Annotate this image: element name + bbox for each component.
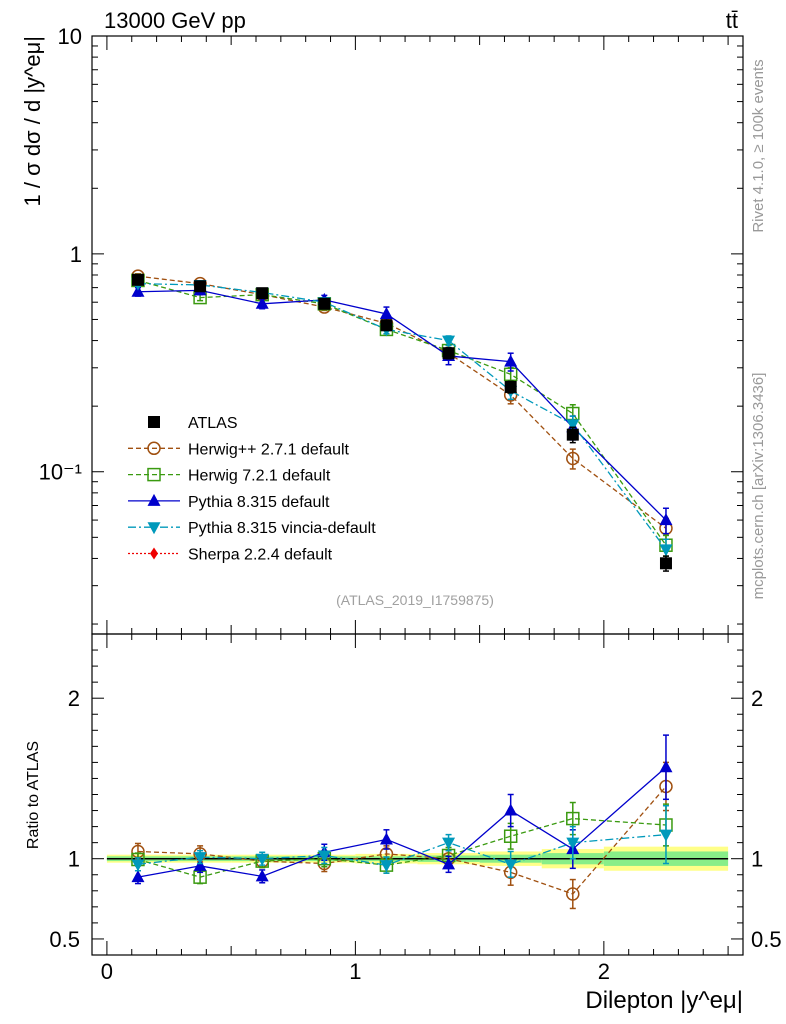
- main-data-point: [442, 335, 456, 348]
- ratio-data-point: [131, 859, 145, 872]
- main-y-tick-label: 1: [70, 242, 82, 267]
- main-data-point: [379, 306, 393, 319]
- main-data-point: [659, 513, 673, 526]
- ratio-y-tick-label-right: 1: [751, 847, 763, 872]
- main-data-point: [256, 287, 269, 300]
- legend-entry-label: Sherpa 2.2.4 default: [188, 547, 333, 564]
- process-label: tt̄: [726, 8, 738, 33]
- ratio-series-pythia-8-315-vincia-default: [131, 804, 673, 878]
- ratio-data-point: [379, 832, 393, 845]
- legend-marker: [147, 467, 161, 482]
- main-data-point: [566, 428, 579, 441]
- ratio-series-pythia-8-315-default: [131, 734, 673, 885]
- main-data-point: [504, 354, 518, 367]
- main-data-point: [380, 319, 393, 332]
- main-y-axis-title: 1 / σ dσ / d |y^eμ|: [20, 36, 45, 206]
- ratio-series-herwig-7-2-1-default: [131, 801, 673, 885]
- ratio-data-point: [503, 829, 518, 843]
- data-group: [131, 269, 673, 910]
- ratio-y-tick-label-left: 1: [68, 847, 80, 872]
- legend: ATLAS Herwig++ 2.7.1 default Herwig 7.2.1 …: [128, 415, 376, 564]
- main-data-point: [659, 557, 672, 570]
- main-data-point: [194, 280, 207, 293]
- legend-marker: [147, 493, 161, 506]
- x-tick-label: 1: [349, 959, 361, 984]
- main-data-point: [131, 273, 144, 286]
- main-series-line: [137, 289, 667, 521]
- ratio-data-point: [504, 803, 518, 816]
- legend-entry-label: ATLAS: [188, 415, 238, 432]
- main-y-tick-label: 10⁻¹: [39, 460, 82, 485]
- ratio-data-point: [566, 837, 580, 850]
- x-tick-label: 2: [598, 959, 610, 984]
- main-data-point: [504, 380, 517, 393]
- main-data-point: [566, 419, 580, 432]
- axes-group: [91, 35, 744, 956]
- main-data-point: [318, 297, 331, 310]
- mcplots-label: mcplots.cern.ch [arXiv:1306.3436]: [750, 373, 767, 600]
- legend-entry-label: Pythia 8.315 default: [188, 494, 330, 511]
- x-axis-title: Dilepton |y^eμ|: [585, 987, 743, 1014]
- ratio-y-tick-label-right: 2: [751, 686, 763, 711]
- main-data-point: [659, 544, 673, 557]
- main-series-atlas: [131, 273, 672, 572]
- ratio-y-tick-label-right: 0.5: [751, 927, 782, 952]
- legend-marker: [148, 416, 160, 428]
- ratio-data-point: [442, 837, 456, 850]
- ratio-data-point: [255, 853, 269, 866]
- ratio-data-point: [659, 829, 673, 842]
- ratio-data-point: [659, 760, 673, 773]
- ratio-panel-frame: [91, 633, 744, 956]
- main-data-point: [255, 296, 269, 309]
- ratio-series-line: [137, 833, 667, 866]
- x-tick-label: 0: [101, 959, 113, 984]
- ratio-data-point: [442, 857, 456, 870]
- text-group: 10 1 10⁻¹ 2 2 1 1 0.5 0.5 0 1 2 ATLAS Herwig++ 2.7.1 …: [20, 8, 782, 1014]
- ratio-data-point: [255, 869, 269, 882]
- main-data-point: [131, 284, 145, 297]
- ratio-series-line: [137, 817, 667, 878]
- analysis-id: (ATLAS_2019_I1759875): [336, 592, 494, 608]
- main-y-tick-label: 10: [58, 24, 82, 49]
- ratio-data-point: [193, 852, 207, 865]
- ratio-y-tick-label-left: 0.5: [49, 927, 80, 952]
- legend-marker: [150, 547, 158, 560]
- ratio-data-point: [379, 860, 393, 873]
- rivet-version-label: Rivet 4.1.0, ≥ 100k events: [750, 59, 767, 232]
- main-data-point: [442, 347, 455, 360]
- main-series-line: [137, 275, 667, 529]
- ratio-series-herwig-2-7-1-default: [131, 761, 673, 910]
- ratio-y-axis-title: Ratio to ATLAS: [25, 741, 42, 849]
- legend-entry-label: Herwig 7.2.1 default: [188, 468, 331, 485]
- main-series-line: [137, 283, 667, 550]
- main-data-point: [566, 451, 580, 466]
- ratio-data-point: [131, 870, 145, 883]
- ratio-series-line: [137, 786, 667, 895]
- ratio-data-point: [317, 850, 331, 863]
- ratio-y-tick-label-left: 2: [68, 686, 80, 711]
- legend-entry-label: Pythia 8.315 vincia-default: [188, 520, 376, 537]
- ratio-data-point: [566, 887, 580, 901]
- legend-marker: [147, 522, 161, 535]
- legend-entry-label: Herwig++ 2.7.1 default: [188, 441, 350, 458]
- energy-label: 13000 GeV pp: [104, 8, 246, 33]
- ratio-data-point: [193, 858, 207, 871]
- legend-marker: [147, 441, 161, 456]
- ratio-data-point: [566, 811, 580, 826]
- ratio-data-point: [504, 859, 518, 872]
